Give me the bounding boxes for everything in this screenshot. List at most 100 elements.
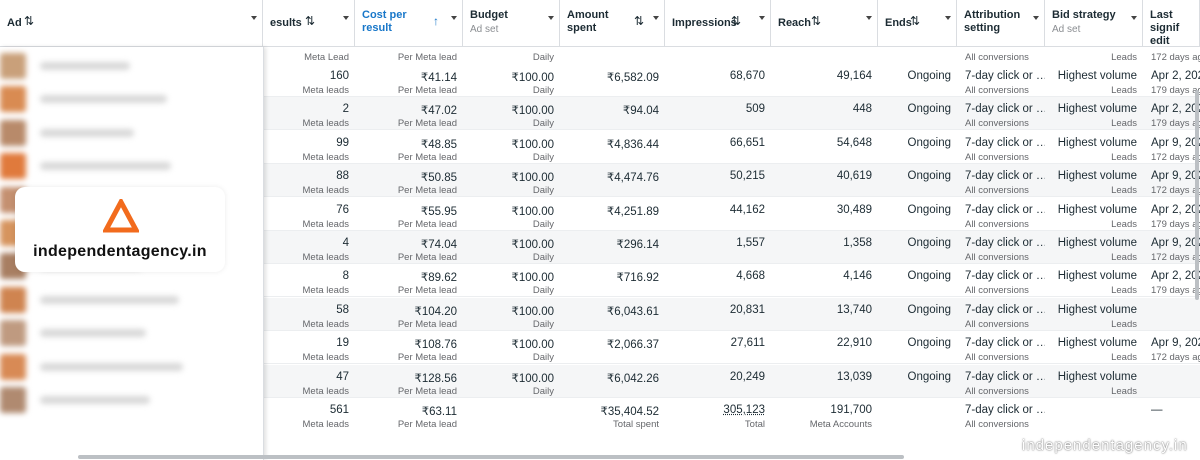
cell-value: 19 [336, 337, 349, 350]
column-header[interactable]: Amount spent ⇅ [560, 0, 665, 47]
column-menu[interactable] [343, 16, 349, 20]
total-value: ₹35,404.52 [600, 406, 659, 418]
cell-subtext: Daily [532, 252, 554, 263]
total-subtext: Total spent [613, 419, 659, 430]
cell-subtext: All conversions [965, 252, 1029, 263]
cell-subtext: Leads [1111, 85, 1137, 96]
cell-subtext: Meta leads [302, 318, 349, 330]
cell-subtext: 179 days ag [1151, 218, 1200, 230]
cell-value: Apr 2, 202 [1151, 203, 1200, 216]
cell-value: 20,249 [729, 370, 765, 383]
cell-subtext: Meta leads [302, 118, 349, 130]
cell-subtext: Leads [1111, 52, 1137, 63]
column-header[interactable]: esults ⇅ [263, 0, 355, 47]
column-header[interactable]: Cost per result ↑ [355, 0, 463, 47]
header-title: Reach [778, 17, 812, 29]
sort-icon: ⇅ [910, 14, 921, 28]
cell-subtext: Per Meta lead [397, 52, 457, 63]
cell-value: ₹2,066.37 [606, 339, 659, 352]
cell-value: 7-day click or … [965, 203, 1045, 216]
column-menu[interactable] [945, 16, 951, 20]
cell-value: 76 [336, 203, 349, 216]
column-header[interactable]: Ad ⇅ [0, 0, 263, 47]
column-menu[interactable] [1033, 16, 1039, 20]
column-menu[interactable] [653, 16, 659, 20]
cell-value: 50,215 [729, 170, 765, 183]
header-title: Bid strategy [1052, 9, 1116, 21]
cell-subtext: All conversions [965, 118, 1029, 130]
horizontal-scrollbar[interactable] [78, 455, 904, 459]
column-header[interactable]: Attribution setting [957, 0, 1045, 47]
cell-value: 40,619 [836, 170, 872, 183]
cell-value: ₹50.85 [420, 172, 457, 185]
cell-subtext: 172 days ag [1151, 52, 1200, 63]
cell-value: ₹89.62 [420, 272, 457, 285]
cell-value: 30,489 [836, 203, 872, 216]
cell-value: Highest volume [1057, 270, 1137, 283]
cell-subtext: Leads [1111, 151, 1137, 163]
cell-value: 66,651 [729, 136, 765, 149]
thumbnail [0, 53, 26, 79]
cell-subtext: Meta leads [302, 385, 349, 397]
total-value: — [1151, 404, 1163, 416]
column-header[interactable]: Impressions ⇅ [665, 0, 771, 47]
cell-subtext: Daily [532, 52, 554, 63]
thumbnail [0, 119, 26, 146]
cell-subtext: Per Meta lead [397, 85, 457, 96]
cell-subtext: All conversions [965, 85, 1029, 96]
header-title: Ad [7, 17, 22, 29]
cell-value: 7-day click or … [965, 70, 1045, 82]
total-value: 191,700 [830, 404, 872, 416]
column-menu[interactable] [759, 16, 765, 20]
column-header[interactable]: Ends ⇅ [878, 0, 957, 47]
cell-value: ₹100.00 [511, 105, 555, 118]
cell-value: Ongoing [907, 136, 951, 149]
cell-value: ₹94.04 [622, 105, 659, 118]
column-menu[interactable] [866, 16, 872, 20]
total-value: 305,123 [723, 404, 765, 416]
column-menu[interactable] [548, 16, 554, 20]
cell-value: Apr 2, 202 [1151, 103, 1200, 116]
ad-name-placeholder [40, 396, 150, 404]
header-title: Budget [470, 9, 508, 21]
cell-subtext: Per Meta lead [397, 318, 457, 330]
cell-value: Highest volume [1057, 303, 1137, 316]
cell-value: Highest volume [1057, 136, 1137, 149]
total-value: ₹63.11 [421, 406, 457, 418]
cell-value: ₹100.00 [511, 272, 555, 285]
cell-value: 7-day click or … [965, 136, 1045, 149]
column-header[interactable]: Bid strategy Ad set [1045, 0, 1143, 47]
vertical-scrollbar[interactable] [1195, 90, 1199, 300]
logo-text: independentagency.in [33, 243, 207, 260]
header-title: Impressions [672, 17, 737, 29]
column-menu[interactable] [251, 16, 257, 20]
cell-value: 44,162 [729, 203, 765, 216]
cell-subtext: Daily [532, 285, 554, 297]
cell-value: 47 [336, 370, 349, 383]
ad-name-placeholder [40, 329, 146, 338]
column-menu[interactable] [1131, 16, 1137, 20]
column-header[interactable]: Budget Ad set [463, 0, 560, 47]
cell-value: ₹4,474.76 [606, 172, 659, 185]
cell-subtext: Meta leads [302, 218, 349, 230]
cell-subtext: All conversions [965, 385, 1029, 397]
cell-subtext: All conversions [965, 52, 1029, 63]
cell-value: 27,611 [730, 337, 765, 350]
thumbnail [0, 387, 26, 413]
column-header[interactable]: Last signif edit [1143, 0, 1200, 47]
cell-value: 7-day click or … [965, 370, 1045, 383]
ad-name-placeholder [40, 362, 183, 371]
cell-subtext: Leads [1111, 118, 1137, 130]
total-value: 7-day click or … [965, 404, 1045, 416]
sort-icon: ⇅ [305, 14, 316, 28]
column-header[interactable]: Reach ⇅ [771, 0, 878, 47]
cell-subtext: Daily [532, 85, 554, 96]
cell-value: 88 [336, 170, 349, 183]
cell-value: Apr 2, 202 [1151, 70, 1200, 82]
sort-icon: ⇅ [634, 14, 645, 28]
column-menu[interactable] [451, 16, 457, 20]
cell-value: 7-day click or … [965, 337, 1045, 350]
cell-value: Ongoing [907, 370, 951, 383]
cell-subtext: 172 days ag [1151, 252, 1200, 263]
header-subtitle: Ad set [470, 24, 499, 35]
